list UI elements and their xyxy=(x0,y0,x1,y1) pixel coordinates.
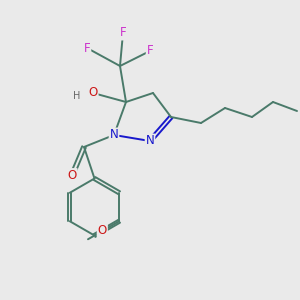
Text: O: O xyxy=(68,169,76,182)
Text: N: N xyxy=(110,128,118,142)
Text: F: F xyxy=(84,41,90,55)
Text: H: H xyxy=(73,91,80,101)
Text: F: F xyxy=(147,44,153,58)
Text: O: O xyxy=(98,224,107,238)
Text: F: F xyxy=(120,26,126,40)
Text: N: N xyxy=(146,134,154,148)
Text: O: O xyxy=(88,86,98,100)
